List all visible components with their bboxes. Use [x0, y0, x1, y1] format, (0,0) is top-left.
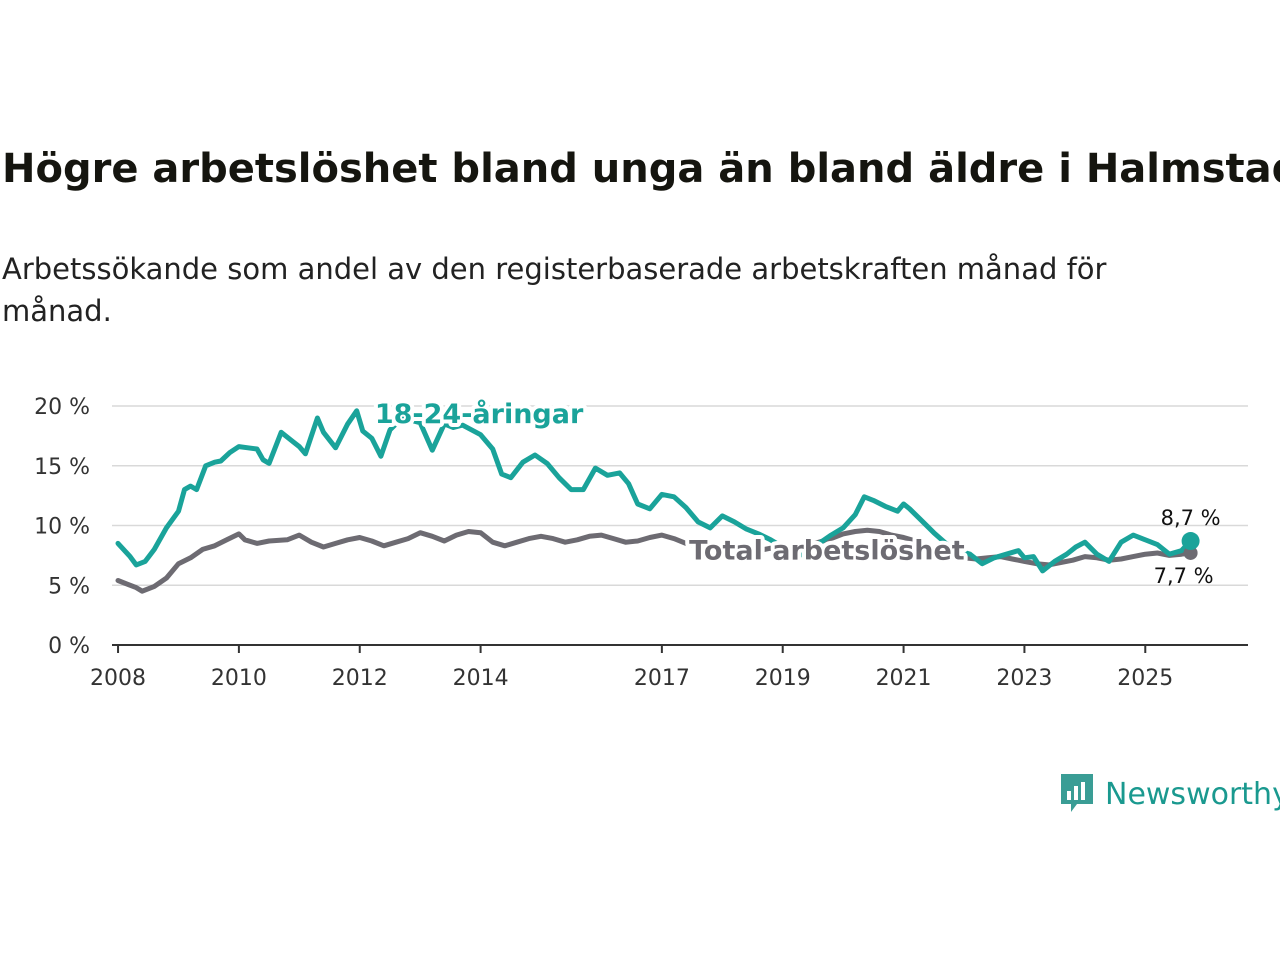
line-chart: 0 % 5 % 10 % 15 % 20 % 2008 2010 2012 2014 2017 20… — [34, 394, 1248, 691]
end-label-total: 7,7 % — [1154, 564, 1214, 588]
x-tick-label: 2008 — [90, 666, 146, 691]
end-label-youth: 8,7 % — [1161, 506, 1221, 530]
chart-subtitle: Arbetssökande som andel av den registerb… — [2, 252, 1107, 328]
newsworthy-logo-icon — [1061, 774, 1093, 812]
x-tick-label: 2025 — [1117, 666, 1173, 691]
x-tick-label: 2014 — [453, 666, 509, 691]
brand-name: Newsworthy — [1105, 776, 1280, 812]
y-tick-label: 10 % — [34, 515, 90, 540]
x-tick-label: 2019 — [755, 666, 811, 691]
y-tick-label: 15 % — [34, 455, 90, 480]
series-label-total: Total arbetslöshet — [689, 535, 965, 566]
y-tick-label: 20 % — [34, 395, 90, 420]
x-tick-label: 2017 — [634, 666, 690, 691]
chart-title: Högre arbetslöshet bland unga än bland ä… — [2, 146, 1280, 192]
newsworthy-logo[interactable]: Newsworthy — [1059, 772, 1280, 816]
series-line-youth — [115, 408, 1194, 574]
y-tick-label: 5 % — [48, 574, 90, 599]
series-label-youth: 18-24-åringar — [375, 398, 584, 430]
end-marker-youth — [1181, 532, 1200, 551]
x-tick-label: 2010 — [211, 666, 267, 691]
x-tick-label: 2023 — [996, 666, 1052, 691]
end-marker-total — [1183, 545, 1198, 560]
series-line-total — [115, 527, 1194, 594]
x-tick-label: 2021 — [876, 666, 932, 691]
x-tick-label: 2012 — [332, 666, 388, 691]
y-tick-label: 0 % — [48, 634, 90, 659]
